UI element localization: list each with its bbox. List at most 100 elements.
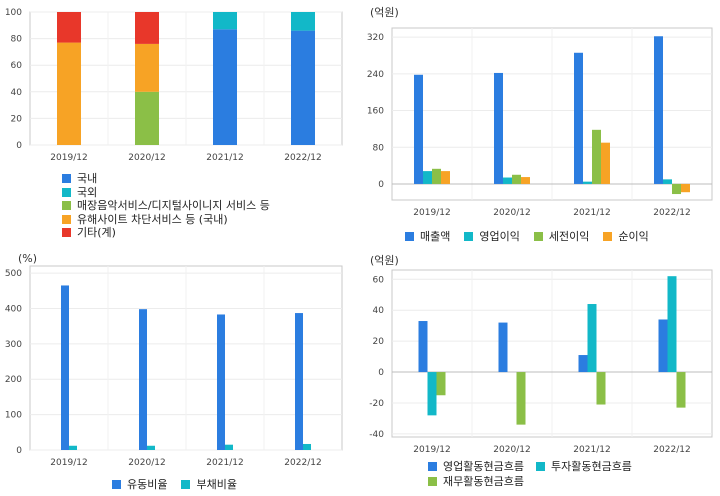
x-tick-label: 2022/12 — [653, 208, 690, 218]
legend-item: 매출액 — [405, 230, 450, 243]
legend-swatch — [112, 480, 121, 489]
bar — [681, 183, 690, 193]
y-tick-label: 20 — [11, 114, 23, 124]
y-tick-label: 40 — [373, 306, 385, 316]
legend-item: 국내 — [62, 172, 270, 186]
legend-item: 유동비율 — [112, 478, 167, 491]
legend-item: 매장음악서비스/디지털사이니지 서비스 등 — [62, 199, 270, 213]
x-tick-label: 2022/12 — [284, 458, 321, 468]
legend-swatch — [62, 174, 71, 184]
bar — [654, 36, 663, 184]
bar — [521, 177, 530, 184]
bar — [498, 322, 508, 373]
legend-item: 순이익 — [603, 230, 649, 243]
y-tick-label: 80 — [373, 143, 385, 153]
legend-swatch — [428, 462, 437, 471]
revenue-mix-legend: 국내 국외 매장음악서비스/디지털사이니지 서비스 등 유해사이트 차단서비스 등 (… — [62, 172, 270, 240]
legend-item: 재무활동현금흐름 — [428, 475, 524, 488]
x-tick-label: 2019/12 — [50, 458, 87, 468]
x-tick-label: 2022/12 — [284, 153, 321, 163]
y-tick-label: 60 — [11, 61, 23, 71]
bar — [601, 142, 610, 184]
x-tick-label: 2022/12 — [653, 445, 690, 455]
legend-label: 부채비율 — [196, 478, 237, 491]
bar — [423, 171, 432, 184]
bar — [596, 372, 606, 405]
legend-item: 세전이익 — [533, 230, 589, 243]
income-panel: (억원) 0 80 160 240 320 2019/12 2020/12 2021/12 20… — [360, 0, 720, 250]
x-tick-label: 2019/12 — [50, 153, 87, 163]
y-tick-label: 100 — [5, 411, 22, 421]
bar — [303, 443, 311, 450]
bar — [291, 12, 315, 31]
x-tick-label: 2020/12 — [128, 458, 165, 468]
y-tick-label: -20 — [369, 399, 384, 409]
bar — [213, 12, 237, 30]
legend-label: 영업이익 — [479, 230, 520, 243]
legend-swatch — [405, 232, 414, 241]
y-tick-label: 400 — [5, 304, 22, 314]
y-tick-label: 500 — [5, 269, 22, 279]
cashflow-legend: 영업활동현금흐름 투자활동현금흐름 재무활동현금흐름 — [428, 460, 632, 490]
bar — [574, 52, 583, 184]
income-legend: 매출액 영업이익 세전이익 순이익 — [405, 230, 649, 243]
y-tick-label: 160 — [367, 107, 384, 117]
legend-label: 재무활동현금흐름 — [443, 475, 524, 488]
x-tick-label: 2019/12 — [413, 445, 450, 455]
y-tick-label: 40 — [11, 88, 23, 98]
x-tick-label: 2021/12 — [573, 445, 610, 455]
bar — [503, 177, 512, 184]
legend-item: 부채비율 — [181, 478, 237, 491]
bar — [432, 168, 441, 184]
x-tick-label: 2020/12 — [493, 208, 530, 218]
x-tick-label: 2020/12 — [128, 153, 165, 163]
bar — [663, 179, 672, 184]
legend-label: 국내 — [77, 172, 98, 186]
revenue-mix-panel: 0 20 40 60 80 100 2019/12 2020/12 2021/12 2022/12… — [0, 0, 360, 250]
bar — [69, 445, 77, 450]
bar — [213, 29, 237, 145]
legend-item: 영업활동현금흐름 — [428, 460, 524, 473]
legend-item: 영업이익 — [464, 230, 520, 243]
y-tick-label: 60 — [373, 275, 385, 285]
x-tick-label: 2021/12 — [573, 208, 610, 218]
legend-label: 국외 — [77, 185, 98, 199]
bar — [135, 43, 159, 92]
bar — [578, 355, 588, 373]
bar — [516, 372, 526, 425]
x-tick-label: 2020/12 — [493, 445, 530, 455]
y-tick-label: 0 — [16, 141, 22, 151]
legend-item: 유해사이트 차단서비스 등 (국내) — [62, 213, 270, 227]
ratio-legend: 유동비율 부채비율 — [112, 478, 237, 491]
bar — [427, 372, 437, 416]
x-tick-label: 2021/12 — [206, 153, 243, 163]
y-tick-label: 240 — [367, 70, 384, 80]
income-chart: 0 80 160 240 320 2019/12 2020/12 2021/12 2022/12 — [367, 27, 713, 218]
y-tick-label: 100 — [5, 8, 22, 18]
bar — [441, 171, 450, 184]
cashflow-chart: -40 -20 0 20 40 60 2019/12 2020/12 2021/12 2022/1… — [369, 269, 713, 455]
y-tick-label: 20 — [373, 337, 385, 347]
y-tick-label: 200 — [5, 375, 22, 385]
legend-swatch — [464, 232, 474, 241]
bar — [61, 285, 69, 450]
bar — [135, 91, 159, 145]
bar — [436, 372, 446, 396]
legend-label: 유동비율 — [127, 478, 168, 491]
legend-swatch — [62, 201, 71, 211]
legend-item: 국외 — [62, 186, 270, 200]
revenue-mix-chart: 0 20 40 60 80 100 2019/12 2020/12 2021/12 2022/12 — [5, 8, 343, 163]
y-tick-label: 0 — [16, 446, 22, 456]
y-tick-label: 320 — [367, 33, 384, 43]
legend-label: 매출액 — [420, 230, 451, 243]
ratio-panel: (%) 0 100 200 300 400 500 2019/12 2020/12 2021/1… — [0, 248, 360, 496]
y-tick-label: -40 — [369, 430, 384, 440]
legend-swatch — [62, 228, 71, 238]
cashflow-unit-label: (억원) — [370, 254, 399, 267]
x-tick-label: 2019/12 — [413, 208, 450, 218]
y-tick-label: 0 — [378, 368, 384, 378]
bar — [291, 30, 315, 145]
bar — [583, 181, 592, 184]
bar — [135, 12, 159, 44]
ratio-unit-label: (%) — [18, 252, 38, 265]
